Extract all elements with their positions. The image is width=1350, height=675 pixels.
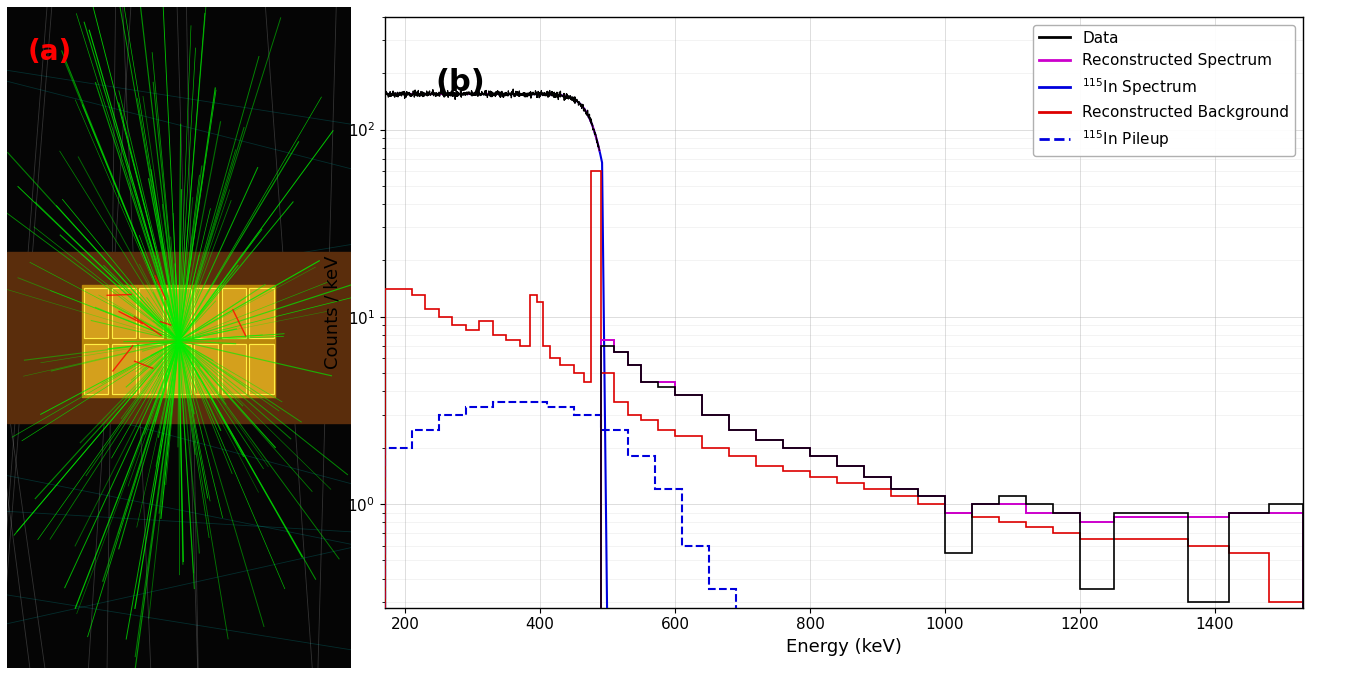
Bar: [250, 344, 274, 394]
Bar: [82, 285, 275, 397]
Bar: [84, 344, 108, 394]
X-axis label: Energy (keV): Energy (keV): [786, 638, 902, 656]
Text: (b): (b): [435, 68, 485, 97]
Bar: [112, 344, 136, 394]
Bar: [194, 344, 219, 394]
Bar: [112, 288, 136, 338]
Legend: Data, Reconstructed Spectrum, $^{115}$In Spectrum, Reconstructed Background, $^{: Data, Reconstructed Spectrum, $^{115}$In…: [1033, 24, 1295, 156]
Bar: [194, 288, 219, 338]
Bar: [84, 288, 108, 338]
Bar: [139, 288, 163, 338]
Bar: [7, 252, 351, 423]
Bar: [84, 344, 108, 394]
Y-axis label: Counts / keV: Counts / keV: [324, 255, 342, 369]
Bar: [194, 344, 219, 394]
Bar: [167, 344, 190, 394]
Bar: [167, 288, 190, 338]
Text: (a): (a): [27, 38, 72, 65]
Bar: [250, 344, 274, 394]
Bar: [250, 288, 274, 338]
Bar: [139, 344, 163, 394]
Bar: [112, 344, 136, 394]
Bar: [112, 288, 136, 338]
Bar: [139, 288, 163, 338]
Bar: [221, 288, 246, 338]
Bar: [84, 288, 108, 338]
Bar: [221, 344, 246, 394]
Bar: [139, 344, 163, 394]
Bar: [221, 344, 246, 394]
Bar: [221, 288, 246, 338]
Bar: [167, 344, 190, 394]
Bar: [194, 288, 219, 338]
Bar: [167, 288, 190, 338]
Bar: [250, 288, 274, 338]
